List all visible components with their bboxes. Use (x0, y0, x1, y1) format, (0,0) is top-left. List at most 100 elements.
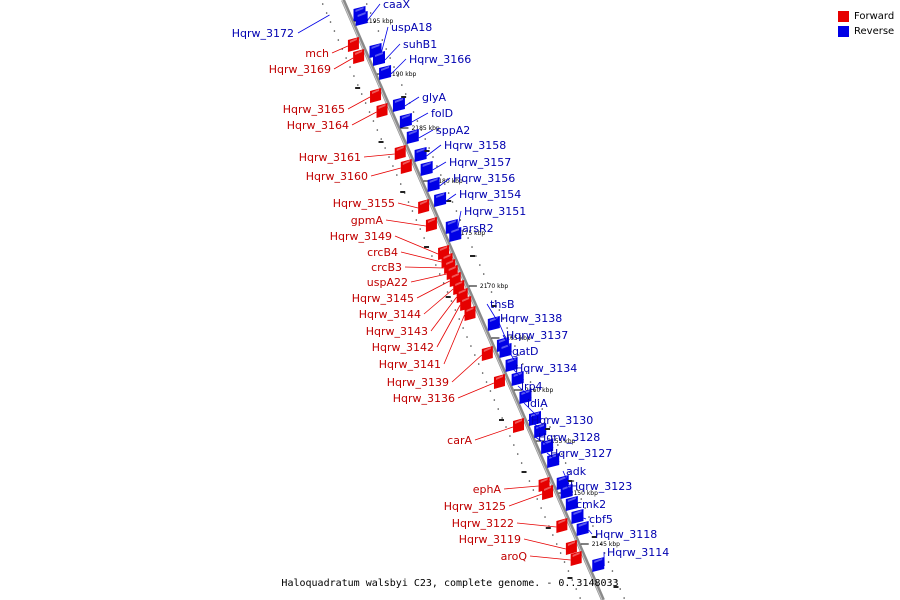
forward-gene-label[interactable]: aroQ (501, 550, 528, 563)
forward-gene[interactable] (370, 88, 382, 103)
forward-gene-label[interactable]: Hqrw_3155 (333, 197, 395, 210)
forward-gene[interactable] (418, 199, 430, 214)
reverse-gene-label[interactable]: sppA2 (436, 124, 470, 137)
forward-gene[interactable] (394, 145, 406, 160)
reverse-gene[interactable] (373, 51, 385, 66)
reverse-gene-label[interactable]: Hqrw_3172 (232, 27, 294, 40)
reverse-gene-label[interactable]: adk (566, 465, 587, 478)
reverse-gene-label[interactable]: Hqrw_3158 (444, 139, 506, 152)
forward-gene[interactable] (493, 374, 505, 389)
forward-gene[interactable] (347, 37, 359, 52)
forward-gene[interactable] (353, 49, 365, 64)
reverse-gene-label[interactable]: Hqrw_3134 (515, 362, 577, 375)
forward-gene-label[interactable]: Hqrw_3119 (459, 533, 521, 546)
gene-shine (396, 146, 404, 151)
reverse-gene[interactable] (406, 129, 419, 144)
reverse-gene[interactable] (379, 65, 392, 80)
reverse-gene-label[interactable]: Hqrw_3127 (550, 447, 612, 460)
forward-gene[interactable] (425, 217, 437, 232)
guide-dot (423, 237, 425, 239)
gene-shine (567, 497, 576, 502)
reverse-gene[interactable] (547, 453, 560, 468)
reverse-gene[interactable] (560, 484, 573, 499)
forward-gene[interactable] (376, 103, 388, 118)
reverse-gene-label[interactable]: Hqrw_3118 (595, 528, 657, 541)
reverse-gene-label[interactable]: Hqrw_3137 (506, 329, 568, 342)
reverse-gene-label[interactable]: cbf5 (589, 513, 613, 526)
reverse-gene[interactable] (414, 147, 427, 162)
guide-dot (389, 57, 391, 59)
forward-gene[interactable] (464, 306, 476, 321)
reverse-gene-label[interactable]: Hqrw_3151 (464, 205, 526, 218)
reverse-gene[interactable] (565, 496, 578, 511)
forward-gene-label[interactable]: uspA22 (367, 276, 408, 289)
forward-gene-label[interactable]: Hqrw_3136 (393, 392, 455, 405)
forward-gene-label[interactable]: Hqrw_3149 (330, 230, 392, 243)
guide-dot (557, 444, 559, 446)
reverse-gene-label[interactable]: idiA (527, 397, 548, 410)
reverse-gene-label[interactable]: Hqrw_3123 (570, 480, 632, 493)
forward-gene-label[interactable]: ephA (473, 483, 502, 496)
reverse-gene[interactable] (571, 509, 584, 524)
reverse-gene[interactable] (511, 371, 524, 386)
reverse-gene-label[interactable]: folD (431, 107, 453, 120)
reverse-gene-label[interactable]: Hqrw_3157 (449, 156, 511, 169)
forward-gene[interactable] (481, 346, 493, 361)
forward-gene-label[interactable]: Hqrw_3160 (306, 170, 368, 183)
reverse-gene[interactable] (420, 161, 433, 176)
tick-label: 2165 kbp (502, 335, 530, 342)
forward-gene-label[interactable]: Hqrw_3125 (444, 500, 506, 513)
forward-gene-label[interactable]: crcB4 (367, 246, 398, 259)
forward-gene-label[interactable]: Hqrw_3141 (379, 358, 441, 371)
forward-gene-label[interactable]: Hqrw_3122 (452, 517, 514, 530)
reverse-gene-label[interactable]: Hqrw_3156 (453, 172, 515, 185)
forward-gene-label[interactable]: Hqrw_3144 (359, 308, 421, 321)
forward-gene-label[interactable]: Hqrw_3145 (352, 292, 414, 305)
forward-gene[interactable] (460, 296, 472, 311)
reverse-gene-label[interactable]: suhB1 (403, 38, 437, 51)
reverse-gene-label[interactable]: lrp4 (521, 380, 543, 393)
forward-gene[interactable] (542, 485, 554, 500)
reverse-gene-label[interactable]: Hqrw_3128 (538, 431, 600, 444)
forward-gene-label[interactable]: Hqrw_3161 (299, 151, 361, 164)
forward-gene-label[interactable]: crcB3 (371, 261, 402, 274)
reverse-gene[interactable] (487, 316, 500, 331)
reverse-gene-label[interactable]: Hqrw_3154 (459, 188, 521, 201)
forward-gene-label[interactable]: Hqrw_3169 (269, 63, 331, 76)
reverse-gene[interactable] (534, 423, 547, 438)
forward-gene-label[interactable]: carA (447, 434, 472, 447)
reverse-gene[interactable] (355, 11, 368, 26)
reverse-gene-label[interactable]: cmk2 (576, 498, 606, 511)
reverse-gene-label[interactable]: glyA (422, 91, 447, 104)
forward-gene[interactable] (400, 159, 412, 174)
reverse-gene[interactable] (449, 227, 462, 242)
forward-gene-label[interactable]: gpmA (351, 214, 384, 227)
reverse-gene-label[interactable]: caaX (383, 0, 411, 11)
reverse-gene[interactable] (399, 113, 412, 128)
reverse-gene-label[interactable]: Hqrw_3166 (409, 53, 471, 66)
reverse-gene-label[interactable]: Hqrw_3114 (607, 546, 669, 559)
forward-gene-label[interactable]: Hqrw_3139 (387, 376, 449, 389)
reverse-gene-label[interactable]: Hqrw_3130 (531, 414, 593, 427)
reverse-gene[interactable] (592, 557, 605, 572)
forward-gene[interactable] (556, 518, 568, 533)
forward-gene[interactable] (570, 551, 582, 566)
forward-gene-label[interactable]: mch (305, 47, 329, 60)
forward-gene[interactable] (565, 540, 577, 555)
reverse-gene-label[interactable]: uspA18 (391, 21, 432, 34)
reverse-gene-label[interactable]: gatD (512, 345, 539, 358)
reverse-gene-label[interactable]: thsB (490, 298, 515, 311)
forward-gene-label[interactable]: Hqrw_3142 (372, 341, 434, 354)
forward-gene-label[interactable]: Hqrw_3165 (283, 103, 345, 116)
forward-gene-label[interactable]: Hqrw_3143 (366, 325, 428, 338)
reverse-gene[interactable] (434, 192, 447, 207)
reverse-gene-label[interactable]: Hqrw_3138 (500, 312, 562, 325)
reverse-gene[interactable] (392, 97, 405, 112)
reverse-gene[interactable] (576, 521, 589, 536)
reverse-gene-label[interactable]: arsR2 (462, 222, 494, 235)
forward-gene-label[interactable]: Hqrw_3164 (287, 119, 349, 132)
reverse-gene[interactable] (427, 177, 440, 192)
forward-gene[interactable] (513, 418, 525, 433)
guide-dot (555, 543, 558, 545)
gene-body (347, 37, 359, 52)
